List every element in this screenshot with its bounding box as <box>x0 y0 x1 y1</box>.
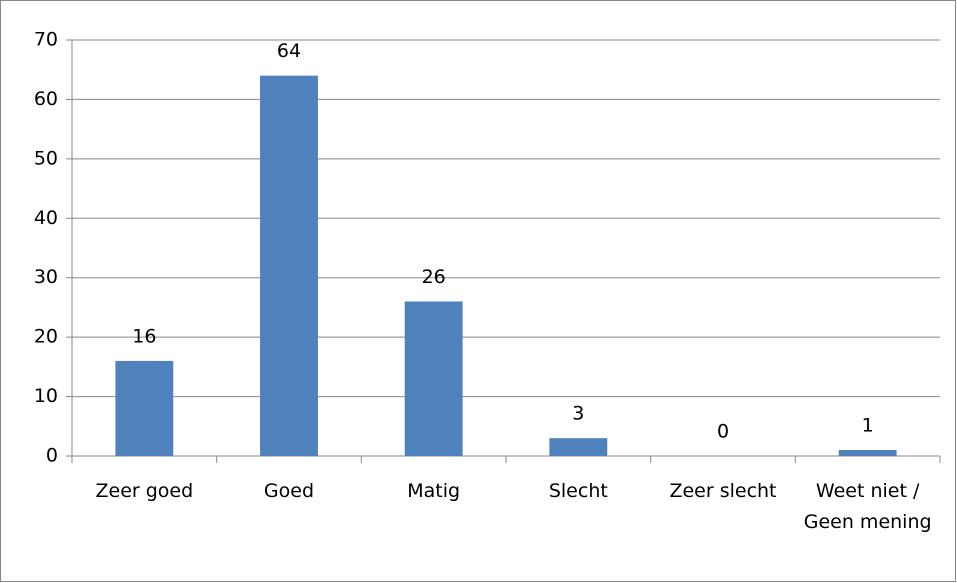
x-tick-label: Zeer slecht <box>669 480 777 502</box>
data-label: 26 <box>422 266 446 288</box>
x-tick-label: Zeer goed <box>95 480 194 502</box>
bar <box>115 360 174 456</box>
data-label: 16 <box>132 325 156 347</box>
y-tick-label: 30 <box>34 266 58 288</box>
y-tick-label: 60 <box>34 88 58 110</box>
data-label: 3 <box>572 403 584 425</box>
data-label: 1 <box>862 415 874 437</box>
y-tick-label: 40 <box>34 207 58 229</box>
x-tick-label: Matig <box>407 480 461 502</box>
bar <box>549 438 608 456</box>
x-tick-label: Weet niet / Geen mening <box>803 480 932 533</box>
bar <box>404 301 463 456</box>
y-tick-label: 50 <box>34 147 58 169</box>
x-tick-label: Slecht <box>548 480 608 502</box>
y-tick-label: 0 <box>46 445 58 467</box>
bar <box>838 450 897 456</box>
y-tick-label: 70 <box>34 29 58 51</box>
bar <box>260 75 318 457</box>
x-tick-label: Goed <box>263 480 315 502</box>
y-tick-label: 10 <box>34 385 58 407</box>
data-label: 0 <box>717 421 729 443</box>
data-label: 64 <box>277 40 301 62</box>
y-tick-label: 20 <box>34 326 58 348</box>
